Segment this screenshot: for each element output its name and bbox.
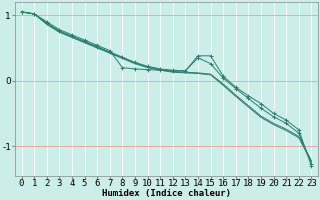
X-axis label: Humidex (Indice chaleur): Humidex (Indice chaleur)	[102, 189, 231, 198]
